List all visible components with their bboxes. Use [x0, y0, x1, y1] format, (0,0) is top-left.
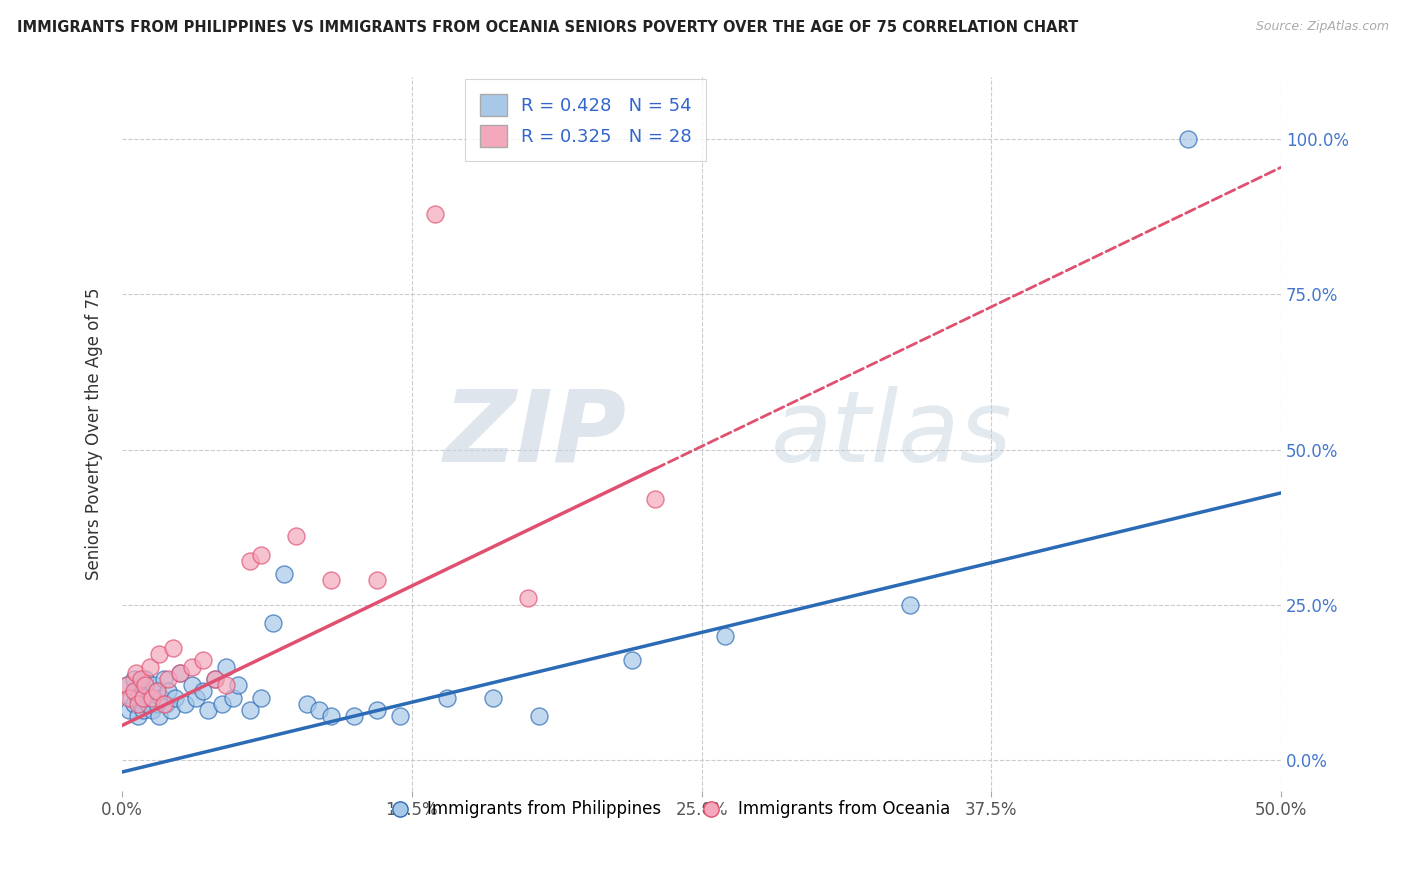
Point — [238, 554, 260, 568]
Point — [162, 640, 184, 655]
Text: ZIP: ZIP — [443, 385, 626, 483]
Point — [155, 697, 177, 711]
Point — [389, 709, 412, 723]
Point — [169, 665, 191, 680]
Point — [319, 573, 342, 587]
Point — [211, 697, 233, 711]
Point — [127, 697, 149, 711]
Point — [250, 690, 273, 705]
Point — [250, 548, 273, 562]
Point — [1177, 132, 1199, 146]
Point — [215, 659, 238, 673]
Point — [146, 684, 169, 698]
Point — [127, 690, 149, 705]
Point — [134, 672, 156, 686]
Point — [319, 709, 342, 723]
Point — [157, 672, 180, 686]
Point — [146, 697, 169, 711]
Point — [193, 653, 215, 667]
Point — [620, 653, 643, 667]
Point — [146, 684, 169, 698]
Point — [132, 690, 155, 705]
Point — [120, 690, 142, 705]
Point — [143, 678, 166, 692]
Point — [516, 591, 538, 606]
Point — [173, 697, 195, 711]
Text: IMMIGRANTS FROM PHILIPPINES VS IMMIGRANTS FROM OCEANIA SENIORS POVERTY OVER THE : IMMIGRANTS FROM PHILIPPINES VS IMMIGRANT… — [17, 20, 1078, 35]
Point — [122, 697, 145, 711]
Point — [180, 659, 202, 673]
Point — [122, 672, 145, 686]
Point — [118, 703, 141, 717]
Legend: Immigrants from Philippines, Immigrants from Oceania: Immigrants from Philippines, Immigrants … — [377, 794, 956, 825]
Point — [157, 684, 180, 698]
Point — [180, 678, 202, 692]
Point — [115, 678, 138, 692]
Point — [284, 529, 307, 543]
Point — [262, 616, 284, 631]
Point — [159, 703, 181, 717]
Point — [139, 659, 162, 673]
Point — [366, 703, 388, 717]
Text: atlas: atlas — [770, 385, 1012, 483]
Point — [423, 207, 446, 221]
Point — [152, 697, 174, 711]
Point — [297, 697, 319, 711]
Point — [129, 672, 152, 686]
Point — [127, 709, 149, 723]
Point — [204, 672, 226, 686]
Text: Source: ZipAtlas.com: Source: ZipAtlas.com — [1256, 20, 1389, 33]
Point — [222, 690, 245, 705]
Point — [529, 709, 551, 723]
Point — [482, 690, 505, 705]
Point — [713, 629, 735, 643]
Point — [308, 703, 330, 717]
Point — [436, 690, 458, 705]
Point — [125, 684, 148, 698]
Point — [139, 690, 162, 705]
Point — [152, 672, 174, 686]
Point — [165, 690, 187, 705]
Point — [118, 690, 141, 705]
Point — [226, 678, 249, 692]
Point — [204, 672, 226, 686]
Point — [193, 684, 215, 698]
Point — [125, 665, 148, 680]
Point — [136, 697, 159, 711]
Point — [148, 709, 170, 723]
Point — [141, 690, 163, 705]
Point — [343, 709, 366, 723]
Point — [129, 697, 152, 711]
Point — [134, 684, 156, 698]
Point — [150, 690, 173, 705]
Point — [215, 678, 238, 692]
Point — [115, 678, 138, 692]
Point — [644, 492, 666, 507]
Point — [238, 703, 260, 717]
Point — [898, 598, 921, 612]
Point — [134, 678, 156, 692]
Point — [122, 684, 145, 698]
Point — [132, 703, 155, 717]
Point — [129, 678, 152, 692]
Point — [148, 647, 170, 661]
Point — [169, 665, 191, 680]
Point — [197, 703, 219, 717]
Point — [273, 566, 295, 581]
Point — [186, 690, 208, 705]
Point — [366, 573, 388, 587]
Point — [141, 703, 163, 717]
Y-axis label: Seniors Poverty Over the Age of 75: Seniors Poverty Over the Age of 75 — [86, 288, 103, 581]
